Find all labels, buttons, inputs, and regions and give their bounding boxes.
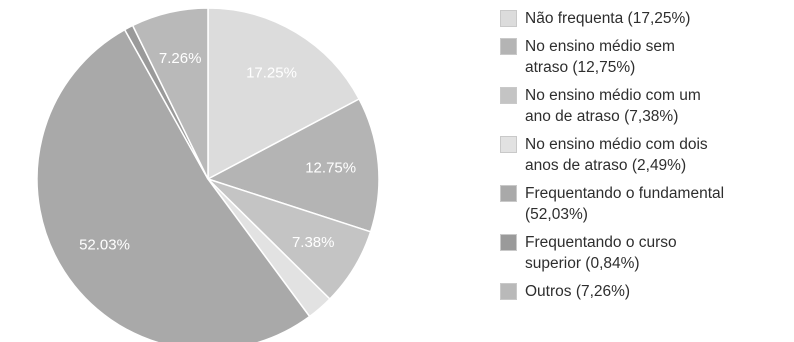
legend-item-5: Frequentando o fundamental (52,03%) xyxy=(500,183,790,225)
pie-slice-7 xyxy=(131,7,209,180)
legend-label-line: atraso (12,75%) xyxy=(525,59,636,76)
legend-item-4: No ensino médio com dois anos de atraso (… xyxy=(500,134,790,176)
legend-item-6: Frequentando o curso superior (0,84%) xyxy=(500,232,790,274)
pie-slices xyxy=(36,7,380,342)
legend-item-3: No ensino médio com um ano de atraso (7,3… xyxy=(500,85,790,127)
chart-legend: Não frequenta (17,25%) No ensino médio se… xyxy=(500,8,790,309)
pie-data-labels: 17.25% 12.75% 7.38% 52.03% 7.26% xyxy=(79,50,356,254)
legend-item-1: Não frequenta (17,25%) xyxy=(500,8,790,29)
legend-label-line: Não frequenta (17,25%) xyxy=(525,10,691,27)
legend-label-line: superior (0,84%) xyxy=(525,255,640,272)
legend-swatch xyxy=(500,234,517,251)
legend-label-line: ano de atraso (7,38%) xyxy=(525,108,679,125)
legend-label-line: anos de atraso (2,49%) xyxy=(525,157,687,174)
legend-swatch xyxy=(500,185,517,202)
pie-slice-label-7: 7.26% xyxy=(159,50,202,67)
legend-label-line: (52,03%) xyxy=(525,206,588,223)
legend-item-2: No ensino médio sem atraso (12,75%) xyxy=(500,36,790,78)
pie-slice-label-2: 12.75% xyxy=(305,159,356,176)
legend-label: No ensino médio com um ano de atraso (7,3… xyxy=(525,85,701,127)
pie-slice-2 xyxy=(206,97,380,233)
legend-item-7: Outros (7,26%) xyxy=(500,281,790,302)
legend-label-line: Frequentando o curso xyxy=(525,234,677,251)
legend-swatch xyxy=(500,283,517,300)
legend-label: Frequentando o fundamental (52,03%) xyxy=(525,183,724,225)
legend-label: Não frequenta (17,25%) xyxy=(525,8,690,29)
pie-slice-label-1: 17.25% xyxy=(246,64,297,81)
pie-slice-5 xyxy=(36,28,311,342)
pie-slice-label-3: 7.38% xyxy=(292,234,335,251)
legend-swatch xyxy=(500,87,517,104)
legend-label: No ensino médio sem atraso (12,75%) xyxy=(525,36,675,78)
pie-slice-1 xyxy=(207,7,361,181)
legend-label-line: No ensino médio com dois xyxy=(525,136,708,153)
legend-label-line: No ensino médio sem xyxy=(525,38,675,55)
legend-label-line: Outros (7,26%) xyxy=(525,283,631,300)
pie-slice-label-5: 52.03% xyxy=(79,237,130,254)
legend-label: Outros (7,26%) xyxy=(525,281,630,302)
legend-label: No ensino médio com dois anos de atraso (… xyxy=(525,134,708,176)
legend-swatch xyxy=(500,136,517,153)
legend-label: Frequentando o curso superior (0,84%) xyxy=(525,232,677,274)
legend-label-line: Frequentando o fundamental xyxy=(525,185,725,202)
legend-swatch xyxy=(500,10,517,27)
legend-swatch xyxy=(500,38,517,55)
legend-label-line: No ensino médio com um xyxy=(525,87,701,104)
